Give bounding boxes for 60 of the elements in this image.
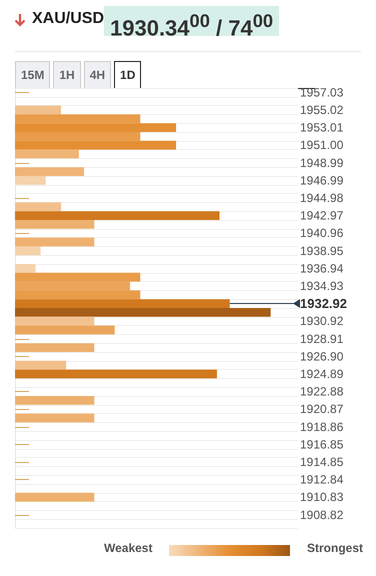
y-tick-label: 1940.96 (300, 226, 344, 240)
bar (15, 202, 62, 212)
bar (15, 492, 94, 502)
y-tick-label: 1910.83 (300, 490, 344, 504)
bar (15, 396, 94, 405)
bar (15, 114, 140, 124)
bar (15, 150, 79, 158)
bar (15, 246, 41, 256)
bar (15, 299, 230, 308)
bar (15, 264, 36, 273)
bar (15, 360, 66, 370)
y-tick-label: 1944.98 (300, 191, 344, 205)
bar (15, 220, 94, 229)
text: 4H (84, 61, 112, 88)
y-tick-label: 1957.03 (300, 85, 344, 100)
y-tick-label: 1946.99 (300, 173, 344, 188)
y-tick-label: 1916.85 (300, 437, 344, 452)
y-tick-label: 1936.94 (300, 261, 344, 276)
text: 1D (114, 61, 142, 88)
y-tick-label: 1942.97 (300, 208, 344, 223)
bar (15, 290, 140, 300)
bar (15, 414, 94, 422)
bar (15, 211, 220, 220)
y-tick-label: 1912.84 (300, 472, 344, 487)
bar (15, 308, 271, 317)
bar (15, 238, 94, 246)
bar (15, 370, 217, 378)
bar (15, 140, 176, 150)
chart-subtitle: 1930.34$^{00}$ / 74$^{00}$ (109, 9, 274, 40)
bar (15, 272, 140, 282)
y-tick-label: 1924.89 (300, 367, 344, 381)
bar (15, 167, 84, 176)
y-tick-label: 1932.92 (300, 296, 347, 312)
y-tick-label: 1938.95 (300, 244, 344, 258)
text: Strongest (307, 541, 364, 555)
bar (15, 343, 94, 352)
y-tick-label: 1926.90 (300, 349, 344, 364)
y-tick-label: 1948.99 (300, 156, 344, 170)
bar (15, 123, 176, 132)
y-tick-label: 1953.01 (300, 120, 344, 135)
y-tick-label: 1934.93 (300, 279, 344, 293)
y-tick-label: 1955.02 (300, 103, 344, 117)
y-tick-label: 1920.87 (300, 402, 344, 416)
text: 1H (53, 61, 81, 88)
bar (15, 326, 115, 334)
text: Weakest (104, 541, 152, 555)
y-tick-label: 1914.85 (300, 455, 344, 469)
bar (15, 132, 140, 141)
y-tick-label: 1930.92 (300, 314, 344, 328)
bar (15, 282, 130, 290)
chart-title: XAU/USD (32, 10, 104, 28)
y-tick-label: 1908.82 (300, 508, 344, 522)
bar (15, 316, 94, 326)
y-tick-label: 1922.88 (300, 384, 344, 399)
y-tick-label: 1951.00 (300, 138, 344, 152)
y-tick-label: 1918.86 (300, 420, 344, 434)
text: 15M (15, 61, 50, 88)
bar (15, 106, 62, 114)
bar (15, 176, 46, 185)
y-tick-label: 1928.91 (300, 332, 344, 346)
